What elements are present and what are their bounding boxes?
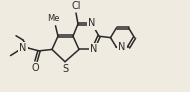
Text: S: S	[62, 64, 68, 74]
Text: Me: Me	[47, 14, 60, 23]
Text: N: N	[88, 18, 96, 28]
Text: O: O	[31, 63, 39, 73]
Text: N: N	[90, 44, 98, 54]
Text: N: N	[118, 42, 125, 52]
Text: Cl: Cl	[71, 1, 81, 11]
Text: N: N	[19, 43, 26, 53]
